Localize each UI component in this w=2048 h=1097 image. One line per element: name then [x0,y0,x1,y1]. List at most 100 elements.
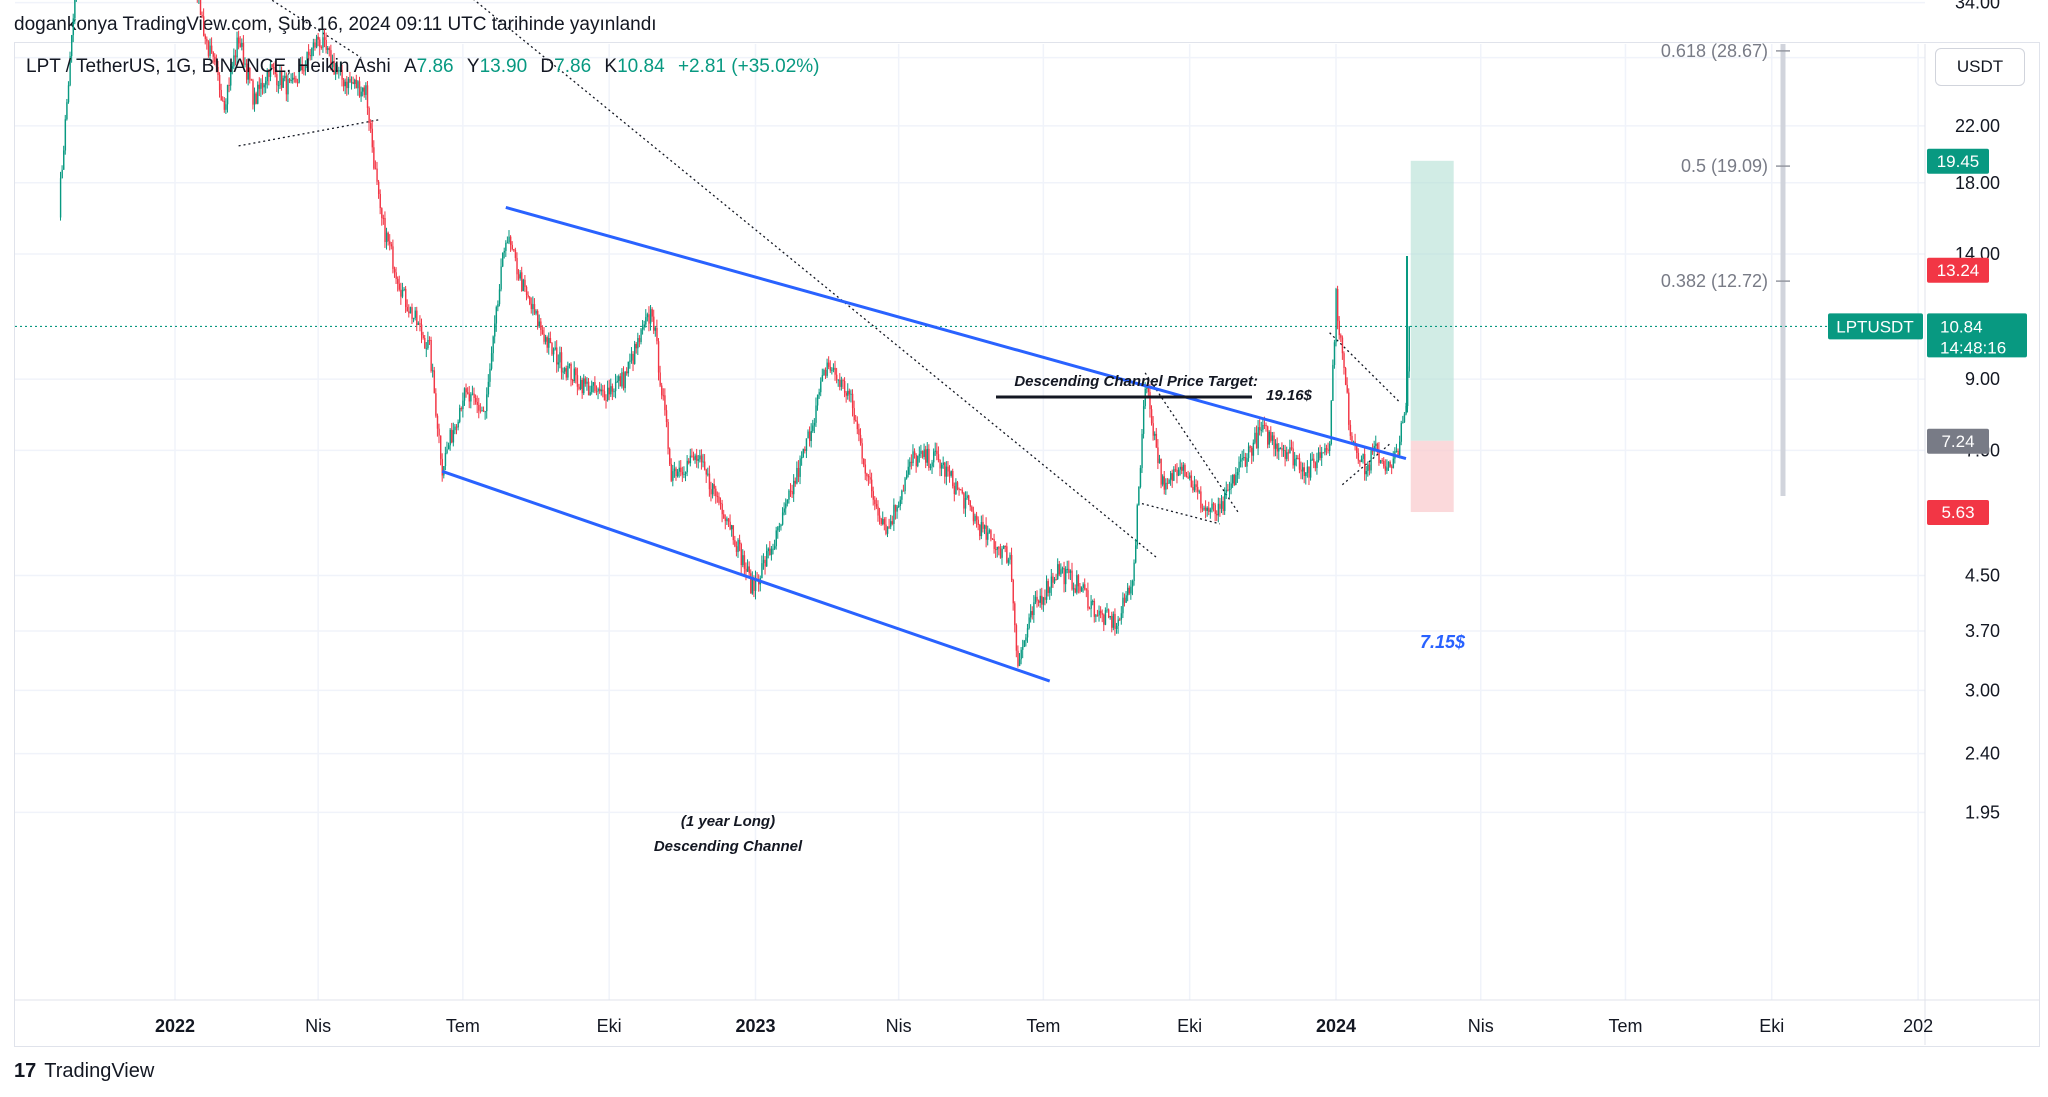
candle-body [474,398,477,402]
candle-body [1289,447,1291,454]
candle-body [1071,570,1073,590]
candle-body [637,338,639,349]
candle-body [1340,335,1342,338]
candle-body [484,411,486,413]
candle-body [201,15,203,17]
candle-body [1200,491,1202,509]
candle-body [646,314,649,318]
candle-body [557,362,560,365]
candle-body [634,343,636,364]
candle-body [1045,581,1048,600]
candle-body [1225,489,1228,493]
candle-body [1138,486,1140,506]
candle-body [681,471,684,475]
fib-label-1: 0.5 (19.09) [1681,156,1768,176]
candle-body [463,388,466,401]
candle-body [1166,482,1169,484]
candle-body [1041,595,1043,605]
candle-body [603,391,606,401]
candle-body [905,474,908,479]
legend-symbol[interactable]: LPT / TetherUS, 1G, BINANCE, Heikin Ashi [26,56,391,77]
candle-body [683,474,685,476]
candle-body [1204,507,1207,511]
candle-body [1047,581,1049,593]
candle-body [762,559,765,564]
candle-body [395,272,397,279]
candle-body [1090,601,1092,609]
chart-frame [14,42,2040,1047]
candle-body [433,370,436,394]
candle-body [393,268,396,273]
candle-body [602,389,604,392]
candle-body [1187,477,1189,479]
candle-body [1238,461,1240,473]
target-title: Descending Channel Price Target: [1014,373,1258,390]
candle-body [793,480,795,495]
dotted-trendline-2 [238,118,381,147]
candle-body [1119,619,1121,621]
candle-body [1335,289,1337,343]
y-tick-label-3: 34.00 [1955,0,2000,13]
candle-body [955,482,957,495]
candles [59,0,1410,668]
candle-body [929,466,932,468]
candle-body [285,75,288,95]
candle-body [1001,548,1003,558]
candle-body [1263,424,1266,426]
candle-body [1076,575,1078,593]
x-tick-label-4: 2023 [735,1016,775,1036]
candle-body [761,563,763,579]
candle-body [1049,587,1051,593]
candle-body [525,286,528,295]
candle-body [1368,464,1371,471]
candle-body [1044,597,1046,600]
candle-body [1208,507,1210,512]
candle-body [295,78,297,83]
candle-body [912,451,914,464]
candle-body [1115,625,1118,629]
candle-body [831,369,833,371]
candle-body [354,79,356,85]
candle-body [517,274,520,279]
candle-body [578,386,580,389]
candle-body [751,578,754,594]
x-tick-label-1: Nis [305,1016,331,1036]
currency-button[interactable]: USDT [1935,48,2025,86]
candle-body [234,55,237,58]
candle-body [1251,447,1253,456]
candle-body [1333,342,1336,365]
candle-body [902,490,905,492]
footer-logo[interactable]: 17 TradingView [14,1060,154,1083]
candle-body [737,539,739,552]
candle-body [1246,458,1248,467]
candle-body [1149,392,1151,410]
candle-body [406,307,408,312]
candle-body [206,38,208,42]
candle-body [836,374,838,380]
candle-body [697,459,700,461]
candle-body [802,449,805,458]
candle-body [352,82,354,85]
candle-body [1079,586,1081,592]
candle-body [223,101,226,110]
candle-body [883,519,886,525]
candle-body [592,382,595,386]
candle-body [1192,486,1194,491]
publisher-line: dogankonya TradingView.com, Şub 16, 2024… [14,14,657,35]
candle-body [638,338,641,343]
candle-body [1295,457,1298,459]
stop-zone [1410,440,1454,513]
candle-body [1403,414,1406,423]
candle-body [398,283,401,290]
candle-body [1267,426,1269,445]
candle-body [247,67,249,80]
candle-body [1193,484,1196,491]
candle-body [417,323,420,325]
candle-body [1066,568,1069,570]
candle-body [1360,458,1363,463]
candle-body [950,471,952,476]
candle-body [390,244,393,247]
candle-body [1305,472,1307,476]
candle-body [209,45,211,56]
